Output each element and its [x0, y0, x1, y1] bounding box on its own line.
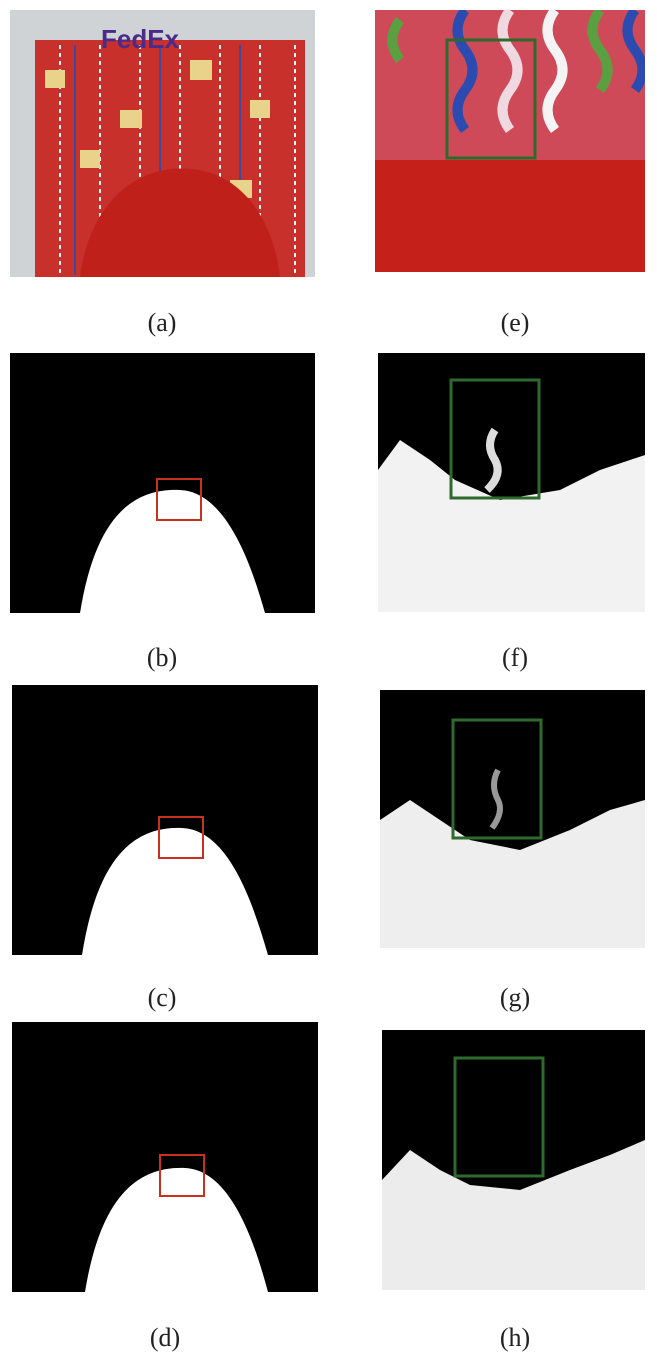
matte-g — [380, 690, 645, 948]
panel-label: (a) — [148, 308, 177, 337]
matte-h — [382, 1030, 645, 1290]
panel-label: (g) — [500, 983, 530, 1012]
panel-label: (c) — [148, 983, 177, 1012]
logo-text: FedEx — [101, 24, 180, 54]
figure-canvas: FedEx (a) (e) (b) (f) (c) — [0, 0, 657, 1356]
photo-e — [375, 10, 645, 272]
figure: FedEx (a) (e) (b) (f) (c) — [0, 0, 657, 1356]
panel-label: (b) — [147, 643, 177, 672]
photo-a: FedEx — [10, 10, 315, 277]
panel-label: (f) — [502, 643, 528, 672]
matte-d — [12, 1022, 318, 1292]
panel-label: (e) — [501, 308, 530, 337]
matte-f — [378, 353, 645, 612]
matte-c — [12, 685, 318, 955]
panel-label: (d) — [150, 1323, 180, 1352]
matte-b — [10, 353, 315, 613]
panel-label: (h) — [500, 1323, 530, 1352]
